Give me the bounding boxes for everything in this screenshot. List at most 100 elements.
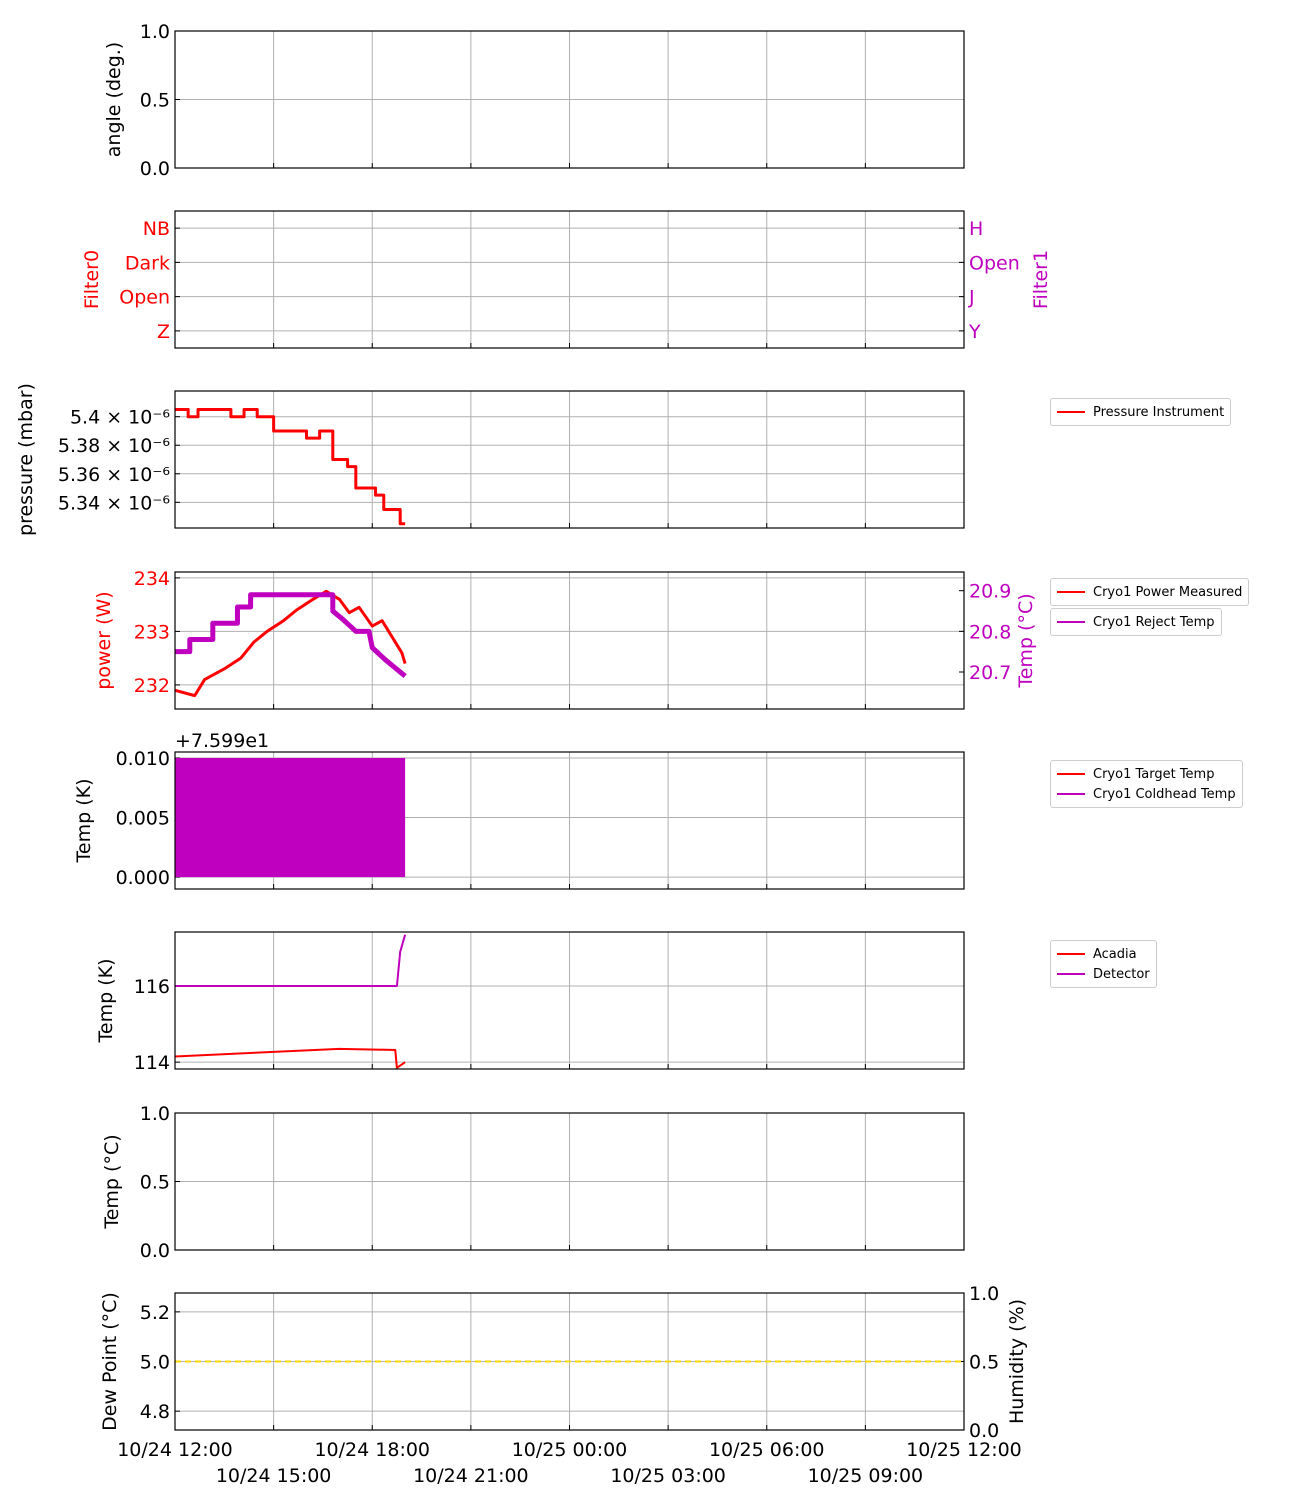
plot-frame — [174, 1112, 965, 1251]
y2-tick-label: 0.0 — [969, 1420, 999, 1442]
subplot-3: 232 233 234 20.7 20.8 20.9 power (W) Temp (°C) — [93, 568, 1037, 710]
legend-label: Cryo1 Coldhead Temp — [1093, 786, 1236, 802]
y-tick-label: Open — [119, 287, 170, 309]
series-pressure-instrument — [175, 408, 406, 526]
y2-axis-label: Filter1 — [1030, 250, 1052, 309]
y-tick-label: 0.0 — [140, 158, 170, 180]
plot-frame — [174, 30, 965, 169]
legend-swatch — [1057, 773, 1085, 775]
y-axis-label: angle (deg.) — [103, 42, 125, 157]
x-tick-label: 10/25 03:00 — [610, 1465, 726, 1487]
y2-tick-label: H — [969, 218, 983, 240]
y-tick-label: 114 — [134, 1052, 170, 1074]
x-tick-label: 10/25 12:00 — [906, 1439, 1022, 1461]
series-cryo1-power-measured — [174, 589, 407, 698]
subplot-1: Z Open Dark NB YJ Open H Filter0 Filter1 — [81, 210, 1052, 349]
x-tick-label: 10/24 12:00 — [117, 1439, 233, 1461]
x-tick-label: 10/25 09:00 — [808, 1465, 924, 1487]
y-axis-label: Temp (K) — [95, 959, 117, 1044]
y-tick-label: 0.000 — [116, 867, 170, 889]
legend-label: Cryo1 Target Temp — [1093, 766, 1215, 782]
x-tick-label: 10/24 15:00 — [216, 1465, 332, 1487]
legend: Cryo1 Power Measured — [1050, 578, 1250, 606]
legend-label: Cryo1 Power Measured — [1093, 584, 1243, 600]
legend-swatch — [1057, 591, 1085, 593]
legend-entry: Cryo1 Target Temp — [1057, 764, 1236, 784]
axis-offset-text: +7.599e1 — [175, 730, 269, 752]
legend-swatch — [1057, 793, 1085, 795]
y-tick-label: 0.5 — [140, 90, 170, 112]
legend-entry: Detector — [1057, 964, 1150, 984]
y2-tick-label: 1.0 — [969, 1283, 999, 1305]
y-tick-label: 233 — [134, 621, 170, 643]
y-tick-label: 5.2 — [140, 1302, 170, 1324]
y-axis-label: Filter0 — [81, 250, 103, 309]
plot-frame — [174, 1292, 965, 1431]
legend-label: Acadia — [1093, 946, 1137, 962]
y-tick-label: 4.8 — [140, 1401, 170, 1423]
y-tick-label: 116 — [134, 976, 170, 998]
y-tick-label: 5.36 × 10⁻⁶ — [58, 464, 170, 486]
legend-swatch — [1057, 621, 1085, 623]
legend-entry: Acadia — [1057, 944, 1150, 964]
y2-tick-label: 20.8 — [969, 621, 1011, 643]
plot-frame — [174, 571, 965, 710]
y-tick-label: 5.34 × 10⁻⁶ — [58, 492, 170, 514]
plot-frame — [174, 931, 965, 1070]
y2-axis-label: Temp (°C) — [1015, 593, 1037, 688]
y2-tick-label: Open — [969, 252, 1020, 274]
y-axis-label: power (W) — [93, 591, 115, 689]
y-tick-label: 5.38 × 10⁻⁶ — [58, 435, 170, 457]
series-acadia — [174, 1047, 406, 1069]
plot-frame — [174, 390, 965, 529]
subplot-5: 114 116 Temp (K) — [95, 931, 965, 1074]
legend: Cryo1 Reject Temp — [1050, 608, 1222, 636]
subplot-0: 0.0 0.5 1.0 angle (deg.) — [103, 21, 965, 180]
y-axis-label: Temp (K) — [73, 779, 95, 864]
y-tick-label: Dark — [125, 252, 170, 274]
y2-tick-label: 20.9 — [969, 581, 1011, 603]
subplot-4: 0.000 0.005 0.010 Temp (K) +7.599e1 — [73, 730, 965, 890]
legend-swatch — [1057, 953, 1085, 955]
y-tick-label: 0.5 — [140, 1172, 170, 1194]
plot-frame — [174, 751, 965, 890]
series-detector — [175, 934, 407, 988]
legend-label: Detector — [1093, 966, 1150, 982]
y2-tick-label: Y — [968, 321, 981, 343]
legend-entry: Pressure Instrument — [1057, 402, 1224, 422]
y2-axis-label: Humidity (%) — [1006, 1299, 1028, 1424]
y-tick-label: 5.4 × 10⁻⁶ — [70, 407, 170, 429]
x-tick-label: 10/24 21:00 — [413, 1465, 529, 1487]
y-tick-label: 0.005 — [116, 808, 170, 830]
y-tick-label: 1.0 — [140, 21, 170, 43]
y-tick-label: NB — [143, 218, 170, 240]
y-axis-label: pressure (mbar) — [15, 383, 37, 536]
y2-tick-label: 0.5 — [969, 1352, 999, 1374]
legend-label: Pressure Instrument — [1093, 404, 1225, 420]
subplot-2: 5.34 × 10⁻⁶ 5.36 × 10⁻⁶ 5.38 × 10⁻⁶ 5.4 × 1… — [15, 383, 965, 536]
legend-label: Cryo1 Reject Temp — [1093, 614, 1215, 630]
plot-frame — [174, 210, 965, 349]
legend: Pressure Instrument — [1050, 398, 1232, 426]
y-tick-label: 0.010 — [116, 748, 170, 770]
legend-entry: Cryo1 Power Measured — [1057, 582, 1242, 602]
y-axis-label: Dew Point (°C) — [99, 1292, 121, 1431]
y-tick-label: 1.0 — [140, 1103, 170, 1125]
y-tick-label: Z — [157, 321, 170, 343]
y-tick-label: 5.0 — [140, 1352, 170, 1374]
series-cryo1-coldhead-temp — [175, 757, 406, 878]
legend-swatch — [1057, 411, 1085, 413]
x-tick-label: 10/24 18:00 — [314, 1439, 430, 1461]
x-tick-label: 10/25 06:00 — [709, 1439, 825, 1461]
legend: Acadia Detector — [1050, 940, 1157, 988]
x-tick-label: 10/25 00:00 — [512, 1439, 628, 1461]
legend-entry: Cryo1 Coldhead Temp — [1057, 784, 1236, 804]
subplot-6: 0.0 0.5 1.0 Temp (°C) — [101, 1103, 965, 1262]
y-axis-label: Temp (°C) — [101, 1134, 123, 1229]
legend-swatch — [1057, 973, 1085, 975]
series-cryo1-reject-temp — [175, 592, 407, 679]
legend: Cryo1 Target Temp Cryo1 Coldhead Temp — [1050, 760, 1243, 808]
y-tick-label: 0.0 — [140, 1240, 170, 1262]
